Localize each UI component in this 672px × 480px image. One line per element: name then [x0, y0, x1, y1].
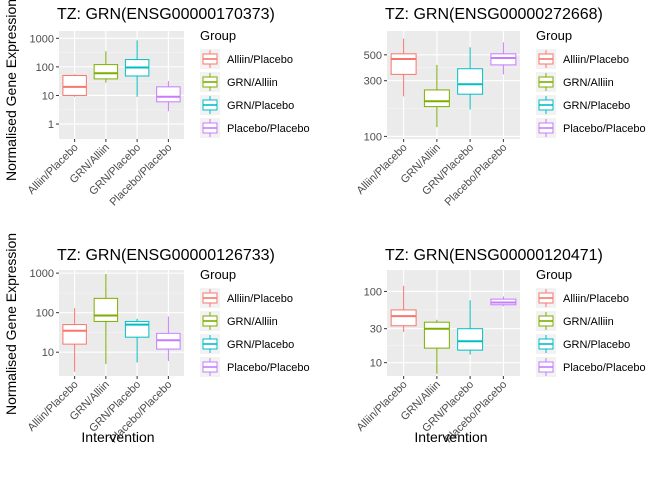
- box-placebo-placebo: [156, 316, 181, 361]
- box-grn-alliin: [93, 274, 119, 365]
- box-grn-placebo: [457, 300, 484, 355]
- legend-label: Placebo/Placebo: [227, 123, 310, 135]
- legend-label: Alliin/Placebo: [227, 293, 293, 305]
- box-grn-placebo: [124, 318, 150, 363]
- y-tick-label: 100: [364, 131, 382, 143]
- legend-label: Placebo/Placebo: [563, 362, 646, 374]
- chart-title: TZ: GRN(ENSG00000126733): [57, 247, 275, 264]
- x-tick-label: Alliin/Placebo: [355, 142, 410, 197]
- box-grn-alliin: [93, 51, 119, 83]
- box-alliin-placebo: [390, 38, 417, 97]
- box-body: [390, 309, 417, 327]
- legend-label: Alliin/Placebo: [563, 54, 629, 66]
- y-tick-label: 500: [364, 50, 382, 62]
- box-body: [423, 89, 450, 108]
- y-tick-label: 10: [42, 347, 54, 359]
- box-body: [93, 64, 119, 80]
- x-axis-title: Intervention: [414, 429, 487, 445]
- chart-panel-1: TZ: GRN(ENSG00000170373) 1 10 100 1000 Alliin…: [26, 6, 310, 209]
- chart-title: TZ: GRN(ENSG00000170373): [57, 6, 275, 23]
- x-tick-label: Placebo/Placebo: [443, 142, 510, 209]
- y-axis-title: Normalised Gene Expression: [3, 0, 19, 181]
- legend-label: GRN/Alliin: [227, 77, 278, 89]
- plot-panel-background: [387, 31, 520, 139]
- box-placebo-placebo: [156, 81, 181, 112]
- box-body: [156, 86, 181, 103]
- legend-label: GRN/Placebo: [227, 339, 294, 351]
- y-tick-label: 1000: [30, 268, 54, 280]
- box-body: [457, 328, 484, 351]
- y-tick-label: 1: [48, 119, 54, 131]
- box-body: [457, 68, 484, 95]
- legend-label: GRN/Placebo: [563, 100, 630, 112]
- box-alliin-placebo: [62, 308, 87, 372]
- chart-panel-3: TZ: GRN(ENSG00000126733) 10 100 1000 Alliin/…: [26, 247, 310, 446]
- legend-title: Group: [536, 267, 572, 282]
- y-tick-label: 100: [36, 62, 54, 74]
- box-placebo-placebo: [490, 296, 517, 307]
- box-alliin-placebo: [390, 285, 417, 332]
- x-tick-label: Alliin/Placebo: [355, 379, 410, 434]
- x-tick-label: Alliin/Placebo: [26, 142, 81, 197]
- chart-panel-4: TZ: GRN(ENSG00000120471) 10 30 100 Alliin/Pl…: [355, 247, 646, 446]
- y-axis-title: Normalised Gene Expression: [3, 233, 19, 415]
- legend-title: Group: [200, 267, 236, 282]
- box-grn-placebo: [457, 47, 484, 110]
- legend-label: GRN/Alliin: [563, 316, 614, 328]
- legend: Group Alliin/Placebo GRN/Alliin GRN/Placebo…: [536, 28, 646, 138]
- box-grn-alliin: [423, 319, 450, 374]
- legend-label: GRN/Alliin: [563, 77, 614, 89]
- box-body: [93, 297, 119, 322]
- y-tick-label: 10: [42, 90, 54, 102]
- box-alliin-placebo: [62, 74, 87, 97]
- y-tick-label: 100: [364, 286, 382, 298]
- box-body: [62, 324, 87, 345]
- legend-label: Alliin/Placebo: [227, 54, 293, 66]
- y-tick-label: 30: [370, 324, 382, 336]
- chart-title: TZ: GRN(ENSG00000120471): [385, 247, 603, 264]
- box-grn-alliin: [423, 64, 450, 128]
- x-axis-title: Intervention: [81, 429, 154, 445]
- legend-label: GRN/Placebo: [563, 339, 630, 351]
- box-body: [490, 53, 517, 66]
- y-tick-label: 300: [364, 76, 382, 88]
- legend: Group Alliin/Placebo GRN/Alliin GRN/Placebo…: [200, 28, 310, 138]
- legend: Group Alliin/Placebo GRN/Alliin GRN/Placebo…: [536, 267, 646, 377]
- legend-label: GRN/Placebo: [227, 100, 294, 112]
- y-tick-label: 100: [36, 308, 54, 320]
- box-body: [62, 74, 87, 96]
- legend-label: Placebo/Placebo: [227, 362, 310, 374]
- legend-title: Group: [536, 28, 572, 43]
- plot-panel-background: [59, 270, 184, 376]
- x-tick-label: Alliin/Placebo: [26, 379, 81, 434]
- chart-panel-2: TZ: GRN(ENSG00000272668) 100 300 500 Alliin/…: [355, 6, 646, 209]
- legend-label: Placebo/Placebo: [563, 123, 646, 135]
- box-grn-placebo: [124, 40, 150, 97]
- y-tick-label: 1000: [30, 33, 54, 45]
- legend-label: GRN/Alliin: [227, 316, 278, 328]
- legend: Group Alliin/Placebo GRN/Alliin GRN/Placebo…: [200, 267, 310, 377]
- legend-title: Group: [200, 28, 236, 43]
- chart-title: TZ: GRN(ENSG00000272668): [385, 6, 603, 23]
- box-body: [423, 321, 450, 349]
- box-placebo-placebo: [490, 42, 517, 75]
- legend-label: Alliin/Placebo: [563, 293, 629, 305]
- box-body: [390, 53, 417, 75]
- y-tick-label: 10: [370, 358, 382, 370]
